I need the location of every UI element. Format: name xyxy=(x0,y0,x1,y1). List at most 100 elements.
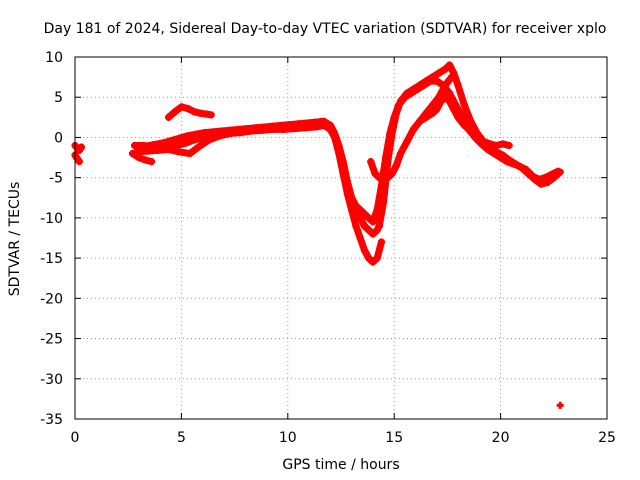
data-point xyxy=(352,222,360,230)
data-point xyxy=(190,108,198,116)
data-point xyxy=(365,226,373,234)
data-point xyxy=(460,121,468,129)
data-point xyxy=(360,246,368,254)
data-point xyxy=(486,140,494,148)
data-point xyxy=(343,182,351,190)
y-tick-label: -20 xyxy=(40,291,63,307)
data-point xyxy=(197,141,205,149)
data-point xyxy=(497,154,505,162)
y-tick-label: -35 xyxy=(40,412,63,428)
data-point xyxy=(541,174,549,182)
data-point xyxy=(467,117,475,125)
data-point xyxy=(529,172,537,180)
x-axis-label: GPS time / hours xyxy=(282,457,399,473)
data-point xyxy=(165,146,173,154)
data-point xyxy=(480,137,488,145)
data-point xyxy=(303,119,311,127)
data-point xyxy=(165,113,173,121)
data-point xyxy=(356,234,364,242)
data-point xyxy=(277,121,285,129)
series-track-b xyxy=(71,151,83,166)
data-point xyxy=(294,120,302,128)
data-point xyxy=(373,254,381,262)
data-point xyxy=(401,93,409,101)
data-point xyxy=(554,167,562,175)
data-point xyxy=(446,97,454,105)
data-point xyxy=(373,206,381,214)
data-point xyxy=(490,150,498,158)
data-point xyxy=(207,111,215,119)
data-point xyxy=(382,154,390,162)
x-tick-label: 15 xyxy=(385,430,403,446)
data-point xyxy=(356,214,364,222)
axis-ticks: 0 5 10 15 20 25 -35 -30 -25 -20 -15 -10 -5 0 5 10 xyxy=(40,50,616,446)
data-point xyxy=(384,174,392,182)
data-point xyxy=(369,258,377,266)
data-point xyxy=(448,73,456,81)
data-point xyxy=(407,89,415,97)
series-track-i xyxy=(416,93,513,149)
data-point xyxy=(320,117,328,125)
y-tick-label: -5 xyxy=(49,171,63,187)
data-point xyxy=(286,121,294,129)
data-point xyxy=(365,254,373,262)
data-point xyxy=(433,77,441,85)
data-point xyxy=(339,166,347,174)
data-point xyxy=(403,137,411,145)
data-point xyxy=(173,141,181,149)
data-point xyxy=(348,194,356,202)
data-point xyxy=(171,108,179,116)
data-point xyxy=(175,134,183,142)
data-point xyxy=(441,93,449,101)
data-point xyxy=(460,101,468,109)
chart-title: Day 181 of 2024, Sidereal Day-to-day VTE… xyxy=(44,21,607,37)
data-point xyxy=(375,222,383,230)
data-point xyxy=(184,132,192,140)
data-point xyxy=(499,140,507,148)
data-point xyxy=(167,137,175,145)
data-point xyxy=(377,238,385,246)
x-tick-label: 25 xyxy=(598,430,616,446)
data-point xyxy=(201,129,209,137)
data-point xyxy=(252,124,260,132)
data-point xyxy=(535,175,543,183)
y-tick-label: 10 xyxy=(45,50,63,66)
data-point xyxy=(331,129,339,137)
data-point xyxy=(509,160,517,168)
data-point xyxy=(369,218,377,226)
y-tick-label: 5 xyxy=(54,90,63,106)
data-point xyxy=(454,113,462,121)
data-point xyxy=(218,127,226,135)
data-point xyxy=(435,69,443,77)
data-point xyxy=(269,122,277,130)
data-point xyxy=(311,118,319,126)
data-point xyxy=(433,105,441,113)
data-point xyxy=(386,129,394,137)
y-tick-label: -25 xyxy=(40,332,63,348)
data-point xyxy=(205,136,213,144)
data-point xyxy=(377,182,385,190)
data-point xyxy=(450,105,458,113)
data-point xyxy=(348,206,356,214)
data-point xyxy=(177,103,185,111)
data-point xyxy=(369,230,377,238)
data-point xyxy=(420,81,428,89)
data-point xyxy=(505,141,513,149)
series-track-h xyxy=(367,73,456,184)
data-point xyxy=(446,89,454,97)
data-point xyxy=(467,127,475,135)
data-point xyxy=(373,226,381,234)
data-point xyxy=(392,162,400,170)
data-point xyxy=(548,170,556,178)
y-tick-label: 0 xyxy=(54,130,63,146)
series-track-g xyxy=(165,103,215,121)
data-point xyxy=(367,158,375,166)
data-point xyxy=(356,206,364,214)
data-point xyxy=(175,148,183,156)
data-point xyxy=(154,146,162,154)
data-point xyxy=(360,210,368,218)
data-point xyxy=(522,166,530,174)
data-point xyxy=(182,139,190,147)
y-tick-label: -15 xyxy=(40,251,63,267)
data-point xyxy=(484,146,492,154)
